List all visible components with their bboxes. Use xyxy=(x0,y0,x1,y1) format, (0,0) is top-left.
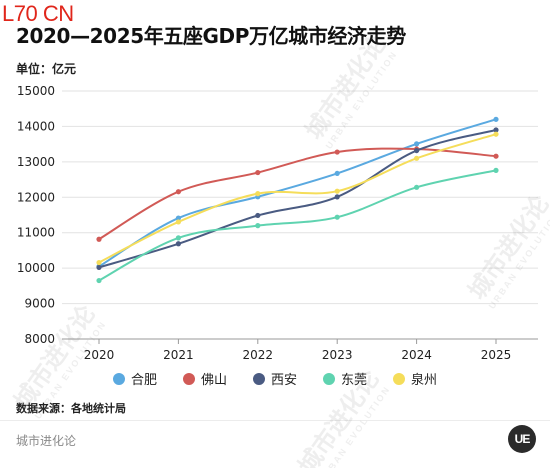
y-tick-label: 12000 xyxy=(17,190,55,204)
data-point xyxy=(255,169,261,176)
legend-item[interactable]: 东莞 xyxy=(323,369,367,388)
legend-dot-icon xyxy=(252,372,265,385)
data-point xyxy=(175,235,181,241)
y-tick-label: 9000 xyxy=(24,297,55,311)
chart-legend: 合肥 佛山 西安 东莞 泉州 xyxy=(0,369,550,388)
legend-item[interactable]: 佛山 xyxy=(182,369,227,388)
y-tick-label: 15000 xyxy=(17,84,55,98)
data-point xyxy=(96,259,102,266)
data-point xyxy=(414,147,420,154)
legend-label: 佛山 xyxy=(200,373,227,388)
data-point xyxy=(493,127,499,133)
series-5 xyxy=(96,131,499,266)
footer-divider xyxy=(0,420,550,421)
data-point xyxy=(334,170,340,177)
y-tick-label: 11000 xyxy=(17,226,55,240)
legend-label: 泉州 xyxy=(411,373,438,388)
x-tick-label: 2020 xyxy=(84,348,115,362)
grid-lines xyxy=(62,90,538,340)
footer-brand: 城市进化论 xyxy=(16,434,77,448)
x-tick-label: 2022 xyxy=(243,348,274,362)
series-line xyxy=(98,133,497,264)
legend-label: 合肥 xyxy=(130,373,157,388)
data-point xyxy=(255,212,261,219)
y-tick-label: 8000 xyxy=(24,332,55,346)
page-title: 2020—2025年五座GDP万亿城市经济走势 xyxy=(16,24,406,48)
data-point xyxy=(493,131,499,137)
data-point xyxy=(175,215,181,221)
series-3 xyxy=(96,127,499,271)
data-source: 数据来源：各地统计局 xyxy=(16,402,126,415)
data-point xyxy=(175,189,181,195)
legend-dot-icon xyxy=(393,372,406,385)
x-tick-label: 2024 xyxy=(401,348,432,362)
data-point xyxy=(175,219,181,225)
series-line xyxy=(98,118,497,268)
data-point xyxy=(414,155,420,161)
data-point xyxy=(255,191,261,197)
data-point xyxy=(96,264,102,271)
y-axis-ticks: 8000 9000 10000 11000 12000 13000 14000 15000 xyxy=(17,84,55,346)
series-4 xyxy=(96,167,499,284)
data-point xyxy=(334,214,340,220)
legend-item[interactable]: 合肥 xyxy=(112,369,157,388)
series-lines xyxy=(96,116,499,284)
data-point xyxy=(493,167,499,173)
data-point xyxy=(255,223,261,229)
x-axis-ticks: 2020 2021 2022 2023 2024 2025 xyxy=(84,339,512,362)
legend-item[interactable]: 西安 xyxy=(252,369,297,388)
legend-item[interactable]: 泉州 xyxy=(393,369,437,388)
data-point xyxy=(334,149,340,155)
y-tick-label: 10000 xyxy=(17,261,55,275)
data-point xyxy=(334,194,340,200)
data-point xyxy=(414,184,420,190)
y-tick-label: 13000 xyxy=(17,155,55,169)
series-line xyxy=(98,129,497,269)
series-2 xyxy=(96,146,499,242)
x-tick-label: 2021 xyxy=(163,348,194,362)
legend-dot-icon xyxy=(323,372,335,385)
data-point xyxy=(96,277,102,284)
x-tick-label: 2023 xyxy=(322,348,353,362)
data-point xyxy=(493,153,499,159)
data-point xyxy=(414,141,420,147)
legend-label: 东莞 xyxy=(341,373,368,388)
data-point xyxy=(334,188,340,194)
x-tick-label: 2025 xyxy=(481,348,512,362)
data-point xyxy=(96,236,102,242)
y-tick-label: 14000 xyxy=(17,119,55,133)
brand-logo-icon: UE xyxy=(508,425,536,453)
legend-dot-icon xyxy=(182,372,195,385)
series-line xyxy=(98,169,497,282)
legend-label: 西安 xyxy=(270,373,297,388)
unit-label: 单位：亿元 xyxy=(16,62,77,76)
data-point xyxy=(493,116,499,122)
data-point xyxy=(175,241,181,247)
brand-mark: L70 CN xyxy=(2,1,74,26)
legend-dot-icon xyxy=(112,372,125,385)
